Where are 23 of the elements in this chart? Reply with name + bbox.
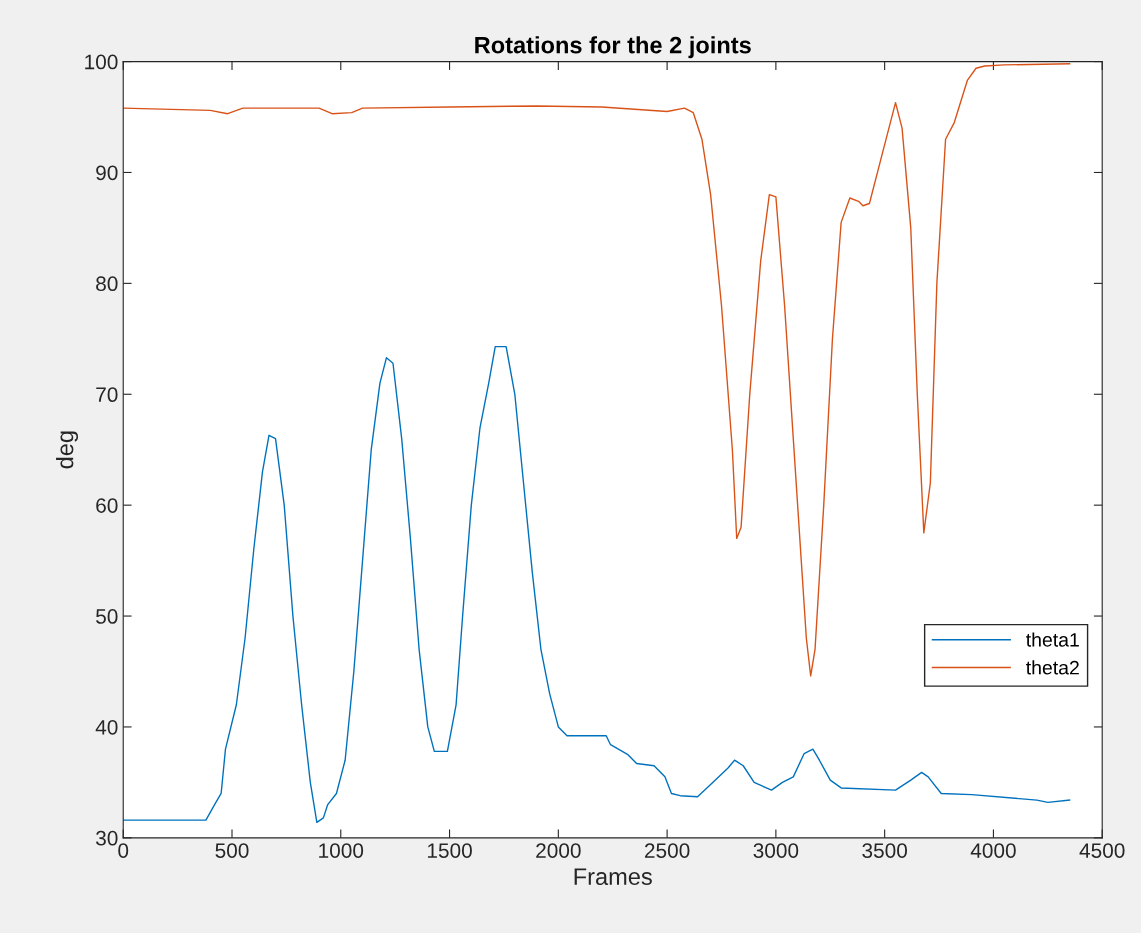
chart-title: Rotations for the 2 joints [475,36,751,59]
y-tick-label: 40 [95,719,118,735]
x-tick-label: 3500 [862,843,908,858]
x-tick-label: 1500 [427,843,472,858]
y-tick-label: 90 [96,165,118,181]
y-tick-label: 70 [96,387,118,403]
x-axis-title: Frames [574,868,652,886]
x-tick-label: 2000 [536,843,581,858]
x-tick-label: 4000 [970,843,1016,858]
x-tick-label: 4500 [1079,843,1125,858]
y-tick-label: 100 [85,54,118,70]
x-tick-label: 2500 [644,843,690,858]
y-tick-label: 60 [96,498,118,513]
x-tick-label: 0 [118,843,129,858]
legend-label: theta2 [1026,660,1079,675]
x-tick-label: 500 [215,843,249,858]
legend-label: theta1 [1026,632,1079,647]
x-tick-label: 3000 [753,843,799,858]
y-tick-label: 50 [96,609,118,624]
y-axis-title: deg [56,431,79,469]
y-tick-label: 30 [95,830,118,846]
y-tick-label: 80 [96,276,118,292]
x-tick-label: 1000 [319,843,364,858]
